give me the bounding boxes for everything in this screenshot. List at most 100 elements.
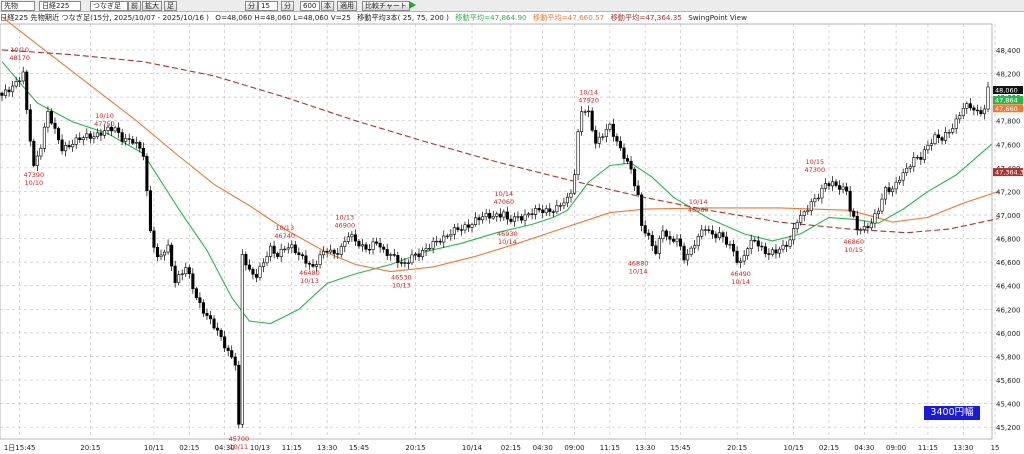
swing-label: 10/13 <box>300 277 319 285</box>
candles <box>0 66 990 429</box>
candle-up <box>675 238 679 242</box>
swing-label: 10/15 <box>805 158 824 166</box>
candle-down <box>678 238 683 247</box>
candle-down <box>32 140 36 166</box>
candle-up <box>841 186 845 190</box>
candle-up <box>788 239 792 247</box>
candle-down <box>664 230 668 237</box>
candle-up <box>883 187 888 200</box>
candle-down <box>396 255 400 263</box>
moving-average-lines <box>1 16 999 325</box>
candle-down <box>131 138 135 144</box>
candle-down <box>117 127 121 133</box>
candle-up <box>604 129 608 137</box>
candle-up <box>580 111 584 132</box>
candle-up <box>265 256 269 264</box>
swing-label: 10/10 <box>10 46 29 54</box>
candle-up <box>770 249 774 255</box>
bars-input[interactable]: 600 <box>300 1 320 11</box>
candle-down <box>650 235 654 247</box>
candle-up <box>944 132 948 141</box>
candle-down <box>498 213 502 218</box>
interval-input[interactable]: 15 <box>258 1 278 11</box>
x-tick-label: 09:00 <box>564 444 584 452</box>
y-tick-label: 46,800 <box>996 236 1021 244</box>
candle-down <box>173 265 177 283</box>
candle-down <box>368 249 372 251</box>
candle-up <box>601 136 605 138</box>
candle-up <box>431 240 435 249</box>
candle-up <box>484 213 488 218</box>
candle-down <box>852 210 856 217</box>
x-tick-label: 20:15 <box>727 444 747 452</box>
candle-down <box>855 215 859 231</box>
candle-up <box>746 248 750 256</box>
candle-up <box>569 192 573 198</box>
ma-25-line <box>1 61 992 325</box>
candle-down <box>233 356 237 366</box>
play-icon[interactable] <box>409 1 416 9</box>
candle-up <box>410 254 414 264</box>
swingpoint-label: SwingPoint View <box>688 13 747 22</box>
candle-down <box>385 249 389 256</box>
candle-up <box>686 254 690 261</box>
symbol-select[interactable]: 先物 <box>1 1 35 11</box>
candle-down <box>625 158 630 162</box>
candle-up <box>442 235 446 243</box>
market-select[interactable]: 日経225 <box>39 1 81 11</box>
mode-select[interactable]: つなぎ足 <box>90 1 128 11</box>
candle-up <box>912 157 916 167</box>
candle-down <box>297 252 301 256</box>
prev-button[interactable]: 前 <box>128 1 141 11</box>
candle-up <box>424 248 428 251</box>
candle-up <box>346 236 350 242</box>
candle-down <box>375 241 379 244</box>
minute-button[interactable]: 分 <box>245 1 258 11</box>
y-tick-label: 46,000 <box>996 330 1021 338</box>
candle-up <box>339 246 343 255</box>
candle-up <box>64 145 68 152</box>
candle-up <box>428 247 432 250</box>
x-tick-label: 15 <box>991 444 1000 452</box>
x-tick-label: 10/14 <box>462 444 483 452</box>
candle-down <box>459 229 463 231</box>
candle-down <box>551 211 555 213</box>
candle-up <box>329 249 333 253</box>
candle-up <box>876 210 880 214</box>
swing-label: 46490 <box>730 270 751 278</box>
candle-up <box>371 241 375 250</box>
candle-up <box>279 249 283 257</box>
apply-button[interactable]: 適用 <box>337 1 357 11</box>
candle-up <box>95 132 99 138</box>
candle-down <box>887 187 891 193</box>
candle-up <box>258 266 262 278</box>
candle-down <box>640 194 644 226</box>
bar-type-button[interactable]: 足 <box>164 1 177 11</box>
range-badge: 3400円幅 <box>924 406 980 420</box>
swing-label: 10/14 <box>494 190 513 198</box>
candle-down <box>152 230 156 248</box>
x-tick-label: 15:45 <box>349 444 369 452</box>
candle-up <box>742 255 746 262</box>
candle-up <box>39 147 43 157</box>
candle-down <box>0 92 4 96</box>
swing-label: 46880 <box>628 259 649 267</box>
y-tick-label: 47,200 <box>996 188 1021 196</box>
candle-up <box>46 111 50 128</box>
candle-down <box>975 109 979 112</box>
x-tick-label: 1日15:45 <box>4 444 36 452</box>
candle-down <box>763 246 767 254</box>
y-tick-label: 46,400 <box>996 283 1021 291</box>
zoom-button[interactable]: 拡大 <box>142 1 162 11</box>
swing-label: 47390 <box>23 171 44 179</box>
candle-down <box>25 71 29 111</box>
candle-up <box>565 196 569 204</box>
ma3-price-tag-bg <box>993 168 1023 177</box>
candle-up <box>597 136 601 144</box>
candle-down <box>647 232 651 236</box>
candle-down <box>325 250 329 253</box>
candle-up <box>703 229 707 231</box>
candle-up <box>929 143 933 146</box>
candle-up <box>350 234 354 238</box>
candle-down <box>141 147 145 157</box>
